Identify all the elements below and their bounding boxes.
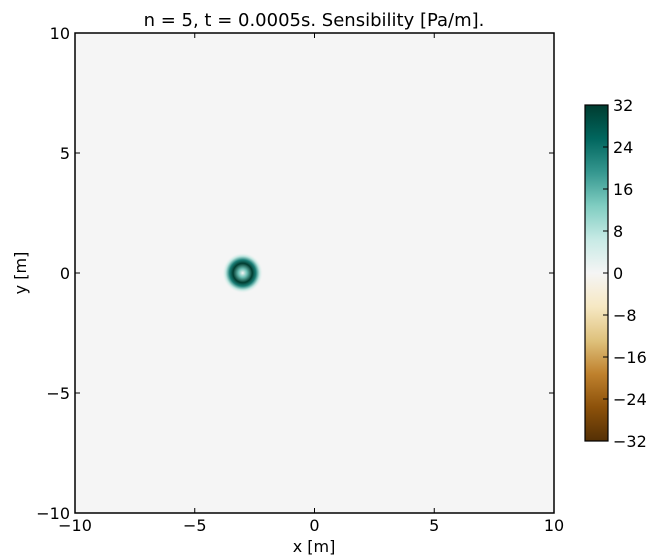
x-tick-label: 10 [544, 516, 564, 535]
colorbar: 32 24 16 8 0 −8 −16 −24 −32 [584, 96, 647, 451]
x-axis-ticks: −10 −5 0 5 10 [58, 33, 564, 535]
colorbar-tick-label: 0 [613, 264, 623, 283]
colorbar-tick-label: 16 [613, 180, 633, 199]
x-tick-label: −10 [58, 516, 92, 535]
y-tick-label: 10 [50, 24, 70, 43]
y-tick-label: 5 [60, 144, 70, 163]
x-tick-label: 0 [309, 516, 319, 535]
colorbar-tick-label: 24 [613, 138, 633, 157]
y-tick-label: −10 [36, 504, 70, 523]
x-tick-label: −5 [183, 516, 207, 535]
colorbar-tick-label: −24 [613, 390, 647, 409]
chart-title: n = 5, t = 0.0005s. Sensibility [Pa/m]. [144, 10, 485, 31]
colorbar-tick-label: −16 [613, 348, 647, 367]
y-tick-label: −5 [46, 384, 70, 403]
plot-area: −10 −5 0 5 10 −10 −5 0 5 10 [36, 24, 564, 535]
heatmap-background [75, 33, 554, 513]
y-axis-ticks: −10 −5 0 5 10 [36, 24, 554, 523]
colorbar-tick-label: 32 [613, 96, 633, 115]
y-tick-label: 0 [60, 264, 70, 283]
colorbar-tick-label: −8 [613, 306, 637, 325]
x-tick-label: 5 [429, 516, 439, 535]
x-axis-label: x [m] [293, 537, 336, 556]
heatmap-ring-feature [222, 252, 264, 294]
colorbar-tick-label: −32 [613, 432, 647, 451]
colorbar-ticks: 32 24 16 8 0 −8 −16 −24 −32 [603, 96, 647, 451]
colorbar-gradient [585, 105, 608, 441]
colorbar-tick-label: 8 [613, 222, 623, 241]
y-axis-label: y [m] [11, 252, 30, 295]
